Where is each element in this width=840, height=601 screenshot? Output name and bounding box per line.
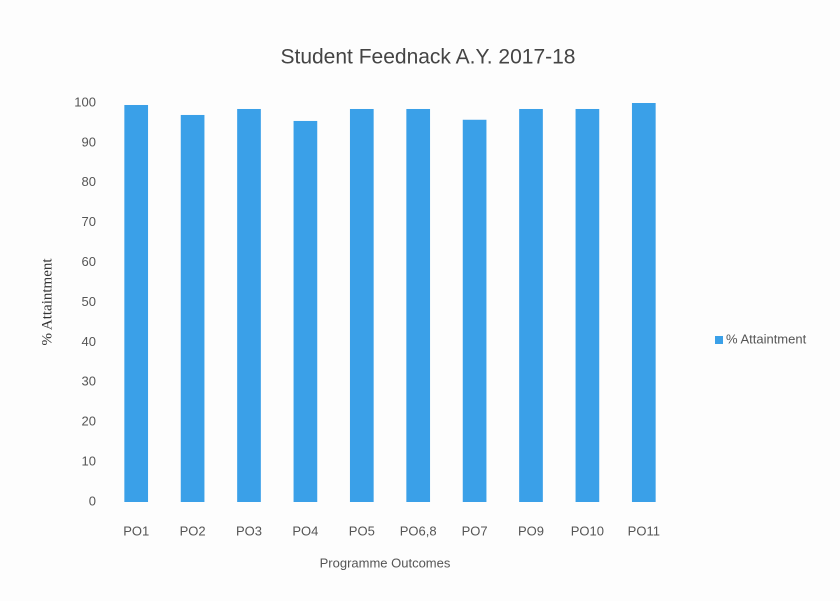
x-tick-label: PO9 bbox=[518, 523, 544, 538]
y-tick-label: 90 bbox=[82, 134, 96, 149]
x-tick-label: PO10 bbox=[571, 523, 604, 538]
x-tick-label: PO2 bbox=[180, 523, 206, 538]
bar bbox=[124, 104, 149, 503]
y-tick-label: 20 bbox=[82, 414, 96, 429]
x-tick-label: PO11 bbox=[628, 523, 660, 538]
bar bbox=[519, 108, 543, 503]
bar bbox=[631, 103, 656, 502]
x-axis-label: Programme Outcomes bbox=[320, 555, 451, 570]
chart-title: Student Feednack A.Y. 2017-18 bbox=[280, 46, 575, 69]
y-tick-label: 100 bbox=[74, 94, 96, 109]
y-tick-label: 80 bbox=[82, 174, 96, 189]
x-tick-label: PO4 bbox=[292, 523, 318, 538]
x-tick-label: PO6,8 bbox=[400, 523, 437, 538]
bar bbox=[293, 120, 318, 502]
bar bbox=[462, 119, 487, 503]
y-tick-label: 30 bbox=[82, 374, 96, 389]
bar bbox=[349, 108, 374, 503]
y-tick-label: 70 bbox=[82, 214, 96, 229]
bar bbox=[237, 108, 261, 503]
legend-swatch bbox=[715, 336, 723, 344]
legend-label: % Attaintment bbox=[726, 331, 807, 346]
x-tick-label: PO3 bbox=[236, 523, 262, 538]
bar bbox=[180, 114, 205, 502]
y-tick-label: 40 bbox=[82, 334, 96, 349]
y-tick-label: 10 bbox=[82, 454, 96, 469]
y-tick-label: 50 bbox=[82, 294, 96, 309]
x-tick-label: PO7 bbox=[462, 523, 488, 538]
x-tick-label: PO5 bbox=[349, 523, 375, 538]
bar bbox=[575, 108, 600, 503]
y-axis-label: % Attaintment bbox=[39, 258, 55, 346]
y-tick-label: 60 bbox=[82, 254, 96, 269]
x-tick-label: PO1 bbox=[123, 523, 149, 538]
bar bbox=[406, 108, 431, 503]
y-tick-label: 0 bbox=[89, 493, 96, 508]
